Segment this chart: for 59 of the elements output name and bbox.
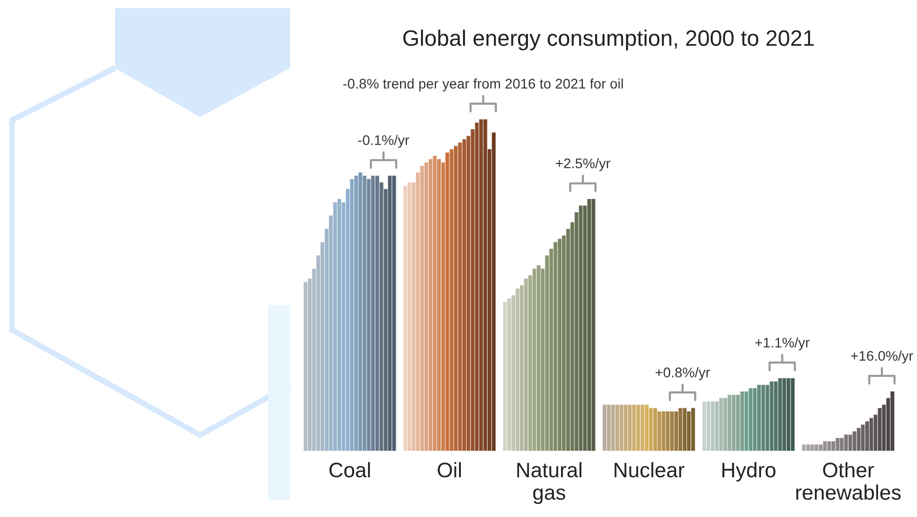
bar — [491, 132, 496, 451]
annotation: +2.5%/yr — [556, 158, 610, 172]
bar — [449, 148, 454, 451]
bar — [835, 438, 840, 451]
bar — [640, 404, 645, 451]
bar — [332, 202, 338, 451]
bar — [690, 408, 696, 451]
bar — [458, 142, 462, 451]
bar — [553, 242, 558, 451]
bar — [515, 288, 520, 451]
bar — [652, 408, 658, 451]
bar — [844, 434, 848, 451]
bar — [670, 410, 674, 451]
bar — [756, 384, 762, 451]
bar — [506, 298, 512, 451]
annotation: +1.1%/yr — [755, 337, 810, 350]
x-tick-label: Other renewables — [796, 462, 901, 500]
text: -0.8% trend per year from 2016 to 2021 for oil — [343, 78, 623, 92]
chart-title: Global energy consumption, 2000 to 2021 — [403, 30, 814, 50]
bar — [428, 158, 433, 451]
bar — [610, 404, 616, 451]
bar — [602, 404, 607, 451]
x-tick-label: Oil — [438, 462, 461, 478]
bar — [890, 391, 895, 451]
bar — [778, 378, 782, 451]
annotation: +16.0%/yr — [851, 350, 914, 364]
bar — [524, 278, 528, 451]
bar — [407, 182, 412, 451]
bar — [536, 264, 541, 451]
bar — [718, 398, 724, 451]
x-tick-label: Hydro — [722, 462, 776, 482]
bar — [682, 408, 687, 451]
bar — [769, 381, 774, 451]
bar — [632, 404, 636, 451]
bar — [790, 378, 796, 451]
x-tick-label: Coal — [329, 462, 370, 478]
bar — [661, 410, 666, 451]
bar — [706, 401, 711, 451]
bar — [727, 394, 732, 451]
bar — [740, 391, 744, 451]
bar — [478, 118, 484, 451]
bar — [806, 444, 810, 451]
bar — [822, 440, 828, 451]
bar — [786, 378, 791, 451]
bar — [591, 198, 596, 451]
x-tick-label: Natural gas — [517, 462, 582, 504]
bar — [748, 388, 753, 451]
bar — [392, 175, 396, 451]
x-tick-label: Nuclear — [614, 462, 684, 478]
bar — [864, 420, 870, 451]
annotation: -0.1%/yr — [358, 134, 410, 148]
bar — [814, 444, 819, 451]
bar — [623, 404, 628, 451]
bar — [852, 430, 857, 451]
bar — [420, 165, 424, 451]
bar — [362, 175, 367, 451]
annotation: +0.8%/yr — [656, 367, 710, 380]
bar — [303, 282, 308, 451]
bar — [370, 175, 376, 451]
